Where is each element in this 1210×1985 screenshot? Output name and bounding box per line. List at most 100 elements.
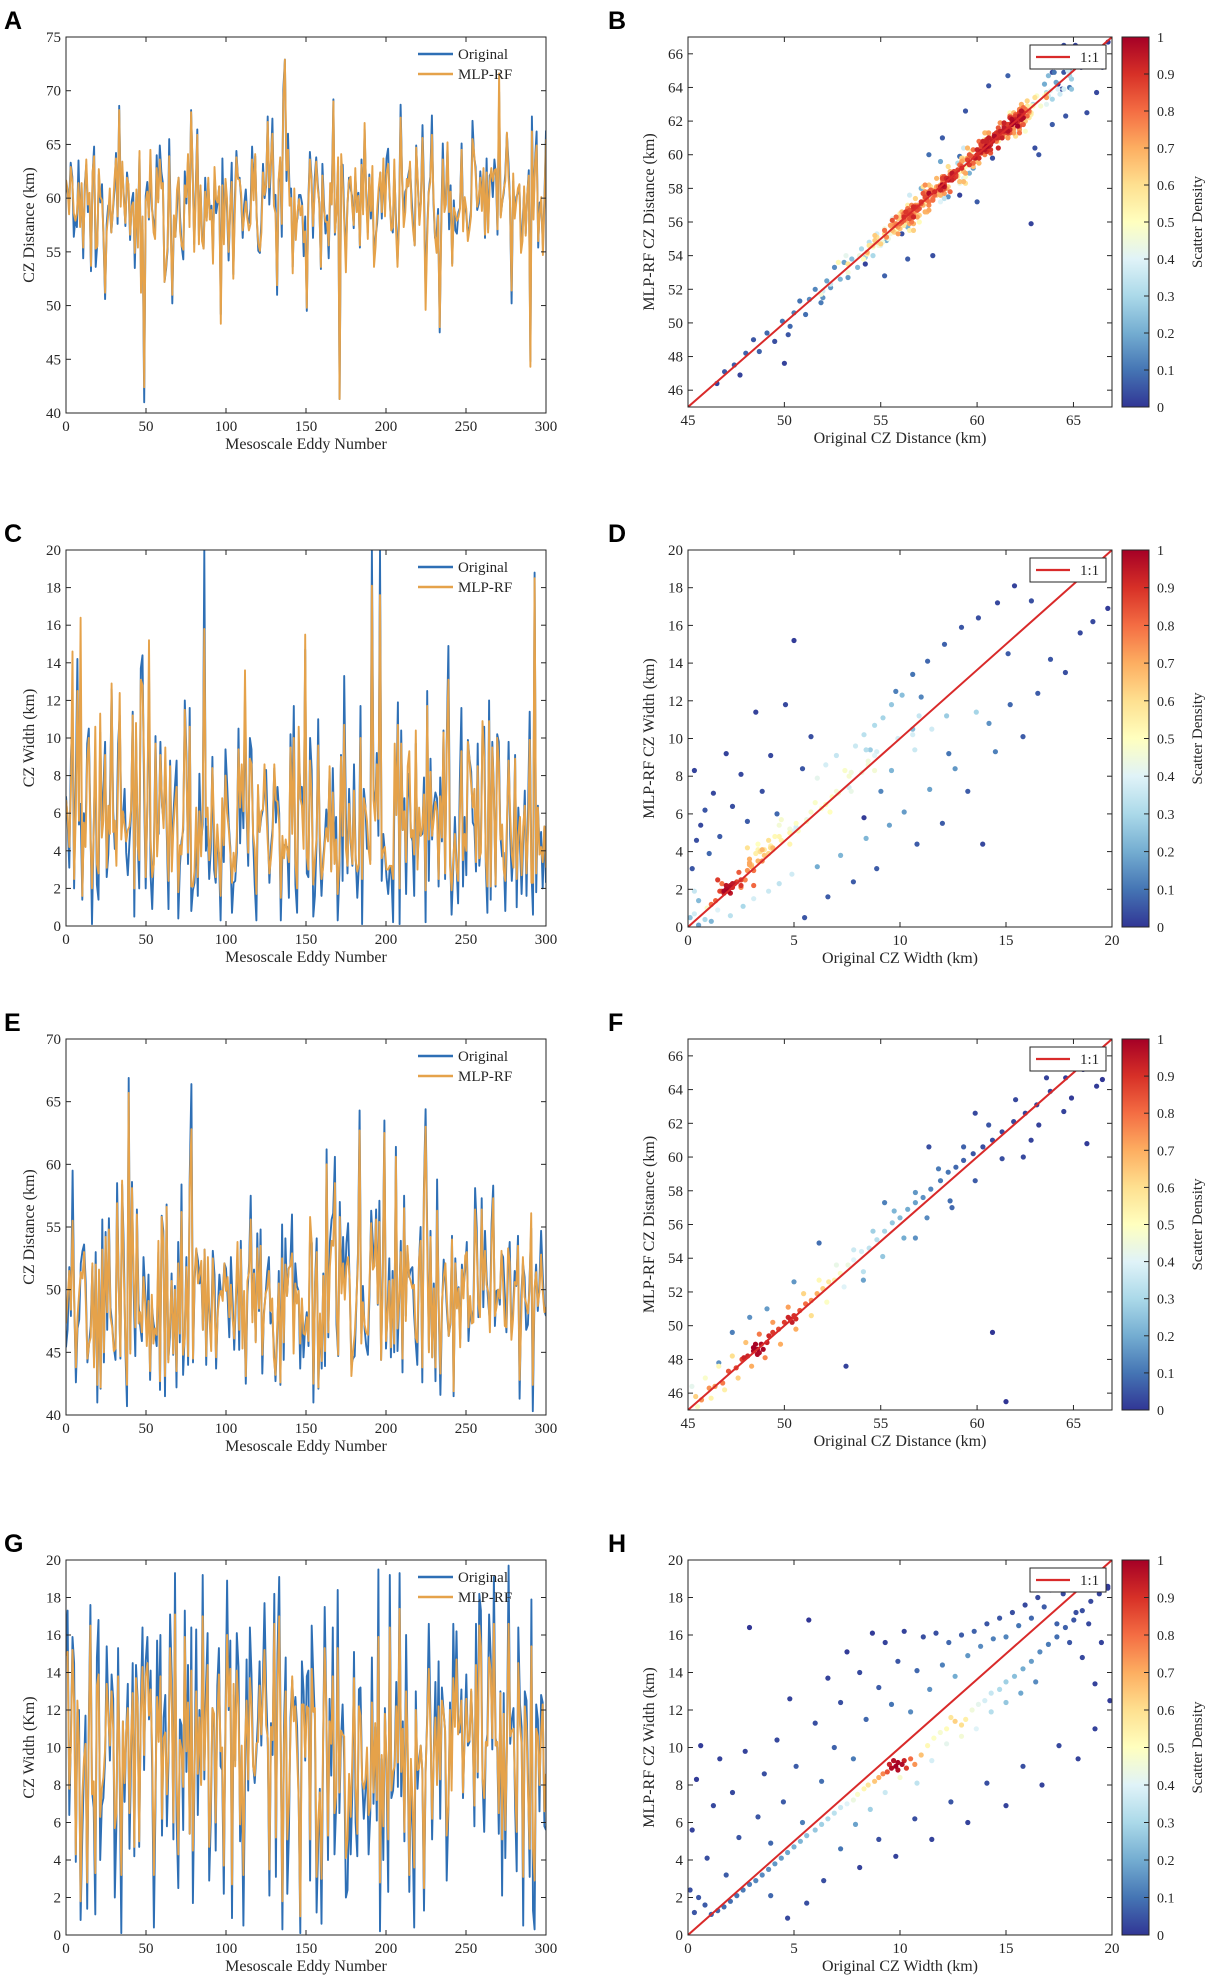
scatter-point xyxy=(855,264,861,270)
series-line-mlp-rf xyxy=(66,577,546,899)
colorbar-tick-label: 0.4 xyxy=(1157,1779,1175,1794)
scatter-point xyxy=(882,1639,888,1646)
scatter-point xyxy=(986,135,992,141)
scatter-point xyxy=(750,1345,757,1351)
scatter-point xyxy=(1045,73,1051,79)
scatter-point xyxy=(965,1819,971,1826)
scatter-point xyxy=(933,1630,939,1636)
x-tick-label: 50 xyxy=(139,932,154,948)
x-tick-label: 10 xyxy=(893,1941,908,1957)
scatter-point xyxy=(893,688,899,695)
scatter-point xyxy=(689,866,695,872)
scatter-point xyxy=(874,1237,880,1243)
scatter-point xyxy=(997,120,1003,126)
x-tick-label: 300 xyxy=(535,932,558,948)
scatter-point xyxy=(801,1291,807,1297)
y-axis-label: MLP-RF CZ Distance (km) xyxy=(641,1136,658,1313)
colorbar-tick-label: 0.4 xyxy=(1157,770,1175,785)
scatter-point xyxy=(818,300,824,306)
colorbar-tick-label: 0.2 xyxy=(1157,327,1175,342)
scatter-point xyxy=(1035,690,1041,696)
scatter-point xyxy=(912,1200,919,1206)
scatter-point xyxy=(793,1326,799,1332)
scatter-point xyxy=(965,788,971,794)
colorbar-tick-label: 0 xyxy=(1157,401,1164,416)
scatter-point xyxy=(729,1789,736,1796)
scatter-point xyxy=(722,1387,728,1393)
scatter-point xyxy=(843,253,849,259)
scatter-point xyxy=(986,130,992,136)
y-tick-label: 18 xyxy=(46,581,61,597)
scatter-point xyxy=(1043,1075,1050,1081)
scatter-point xyxy=(893,1853,899,1859)
y-tick-label: 12 xyxy=(668,694,683,710)
y-tick-label: 16 xyxy=(668,1628,684,1644)
x-tick-label: 250 xyxy=(455,1941,478,1957)
scatter-point xyxy=(952,1673,958,1679)
scatter-point xyxy=(1005,135,1011,141)
scatter-point xyxy=(689,1383,695,1389)
scatter-point xyxy=(772,833,778,840)
y-tick-label: 14 xyxy=(668,656,684,672)
x-tick-label: 0 xyxy=(684,1941,692,1957)
scatter-point xyxy=(738,771,744,777)
colorbar-label: Scatter Density xyxy=(1190,1701,1206,1794)
panel-letter: A xyxy=(4,7,22,35)
scatter-point xyxy=(846,773,852,779)
scatter-point xyxy=(831,264,838,270)
scatter-point xyxy=(882,1228,888,1234)
y-tick-label: 20 xyxy=(668,543,683,559)
colorbar-tick-label: 0.2 xyxy=(1157,1854,1175,1869)
colorbar-tick-label: 0.1 xyxy=(1157,364,1175,379)
scatter-point xyxy=(787,323,793,329)
scatter-point xyxy=(872,1778,878,1784)
scatter-point xyxy=(910,671,916,678)
scatter-point xyxy=(889,1220,895,1226)
scatter-point xyxy=(762,1355,768,1361)
y-tick-label: 40 xyxy=(46,1408,61,1424)
scatter-point xyxy=(785,332,791,338)
scatter-point xyxy=(914,841,920,847)
scatter-point xyxy=(972,1178,978,1184)
panel-letter: D xyxy=(608,520,626,548)
scatter-point xyxy=(901,809,907,815)
colorbar-tick-label: 0 xyxy=(1157,921,1164,936)
scatter-point xyxy=(819,1778,825,1784)
legend-label: Original xyxy=(458,560,508,576)
colorbar-tick-label: 1 xyxy=(1157,31,1164,46)
y-tick-label: 60 xyxy=(46,191,61,207)
scatter-point xyxy=(816,1240,822,1246)
scatter-point xyxy=(851,1247,857,1253)
scatter-point xyxy=(1022,1602,1028,1608)
scatter-point xyxy=(814,775,820,781)
y-tick-label: 60 xyxy=(668,148,683,164)
series-line-mlp-rf xyxy=(66,58,546,400)
scatter-point xyxy=(1062,1624,1068,1631)
x-tick-label: 20 xyxy=(1105,1941,1120,1957)
y-tick-label: 20 xyxy=(46,543,61,559)
colorbar-tick-label: 0.9 xyxy=(1157,1592,1175,1607)
scatter-point xyxy=(903,1765,910,1771)
scatter-point xyxy=(1099,1076,1105,1083)
scatter-point xyxy=(961,145,967,151)
legend: 1:1 xyxy=(1029,44,1107,70)
scatter-point xyxy=(766,888,772,894)
scatter-point xyxy=(1092,1681,1098,1687)
scatter-point xyxy=(776,833,782,840)
scatter-point xyxy=(978,1643,984,1649)
scatter-point xyxy=(880,1771,886,1777)
panel-letter: E xyxy=(4,1009,21,1037)
scatter-point xyxy=(926,182,932,188)
scatter-point xyxy=(1094,89,1100,96)
y-tick-label: 4 xyxy=(676,1853,684,1869)
panel-c: C 0 50 100 150 200 250 300 0 2 4 6 8 10 12 14 16 18 20 Meso… xyxy=(4,520,557,966)
x-tick-label: 200 xyxy=(375,419,398,435)
scatter-point xyxy=(1024,113,1030,119)
reference-line-1-1 xyxy=(688,1039,1112,1410)
x-tick-label: 200 xyxy=(375,1941,398,1957)
scatter-point xyxy=(855,1791,861,1797)
y-tick-label: 54 xyxy=(668,1251,684,1267)
scatter-point xyxy=(691,888,698,894)
legend: Original MLP-RF xyxy=(418,560,512,596)
y-tick-label: 4 xyxy=(54,844,62,860)
